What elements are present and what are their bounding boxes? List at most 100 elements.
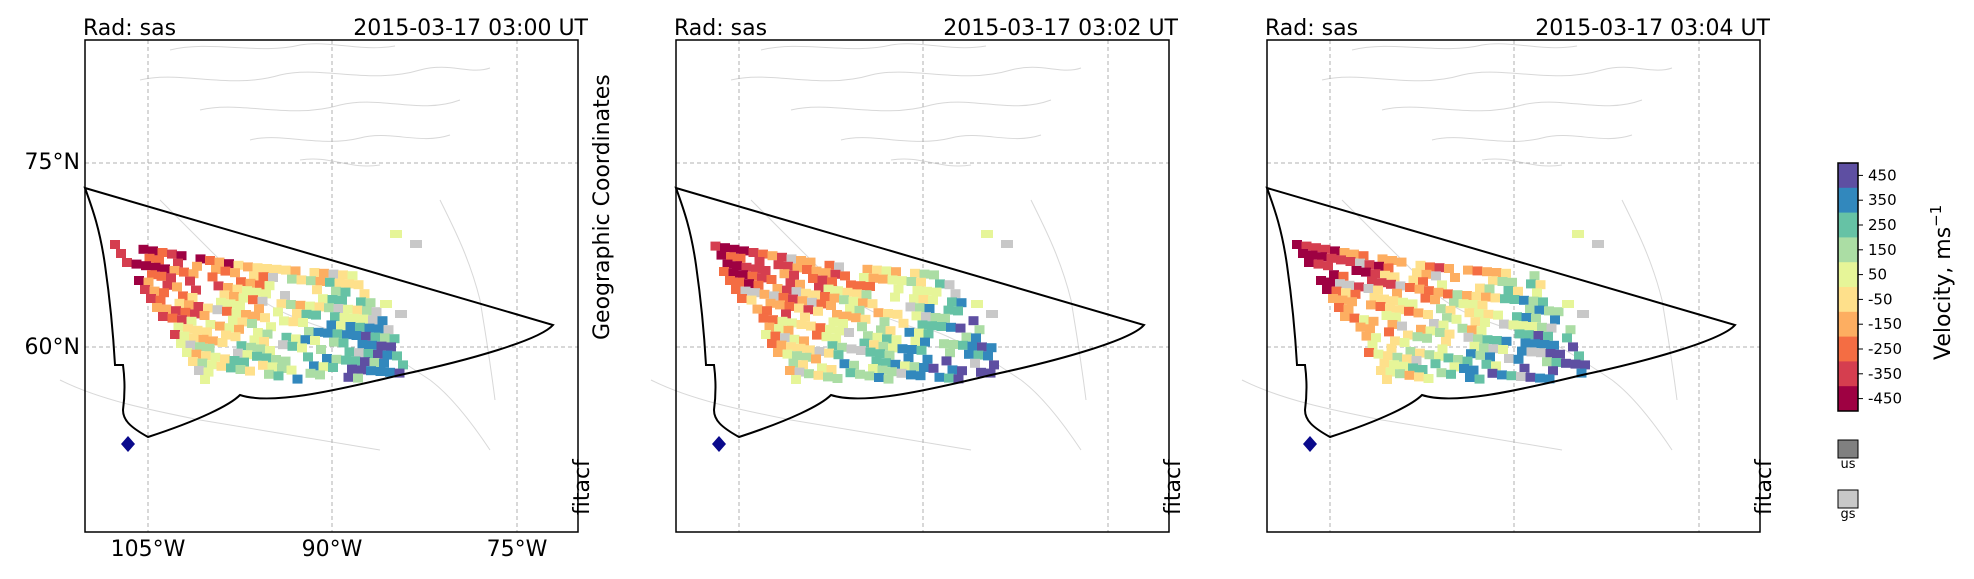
velocity-cell <box>273 307 283 317</box>
velocity-cell <box>1425 262 1435 272</box>
velocity-cell <box>977 342 987 352</box>
velocity-cell <box>315 370 325 380</box>
velocity-cell <box>1451 314 1462 324</box>
velocity-cell <box>767 339 777 348</box>
velocity-cell <box>1550 315 1560 325</box>
velocity-cell <box>848 296 859 306</box>
velocity-cell <box>915 303 925 313</box>
velocity-cell <box>754 257 765 266</box>
velocity-cell <box>833 286 843 296</box>
velocity-cell <box>1463 332 1474 342</box>
velocity-cell <box>923 329 934 339</box>
fitacf-label-1: fitacf <box>570 458 595 515</box>
velocity-cell <box>1526 279 1536 289</box>
velocity-cell <box>230 332 241 342</box>
velocity-cell <box>1311 243 1321 253</box>
colorbar-tick-label: 150 <box>1868 241 1897 259</box>
velocity-cell <box>194 366 204 375</box>
velocity-cell <box>806 321 816 331</box>
velocity-cell <box>1526 347 1537 357</box>
velocity-cell <box>820 292 830 301</box>
velocity-cell <box>122 258 132 267</box>
velocity-cell <box>173 322 184 332</box>
velocity-cell <box>918 295 929 304</box>
velocity-cell <box>1545 349 1556 358</box>
colorbar-tick-label: -350 <box>1868 365 1902 383</box>
velocity-cell <box>751 264 761 274</box>
velocity-cell <box>1405 283 1415 292</box>
velocity-cell <box>147 270 157 280</box>
velocity-cell <box>1325 277 1336 287</box>
velocity-cell <box>185 276 195 286</box>
velocity-cell <box>1519 363 1530 373</box>
velocity-cell <box>893 284 904 294</box>
velocity-cell <box>782 349 793 359</box>
velocity-cell <box>1364 260 1375 270</box>
velocity-cell <box>305 368 316 378</box>
velocity-cell <box>354 348 364 358</box>
velocity-cell <box>154 255 164 265</box>
velocity-cell <box>261 289 271 299</box>
velocity-cell <box>342 330 352 340</box>
velocity-cell <box>1307 250 1318 260</box>
velocity-cell <box>1463 265 1473 275</box>
velocity-cell <box>816 299 827 309</box>
velocity-cell <box>921 312 931 322</box>
velocity-cell <box>974 325 985 335</box>
velocity-cell <box>338 338 349 348</box>
velocity-cell <box>200 375 210 384</box>
us-swatch <box>1837 439 1859 459</box>
velocity-cell <box>178 291 188 301</box>
velocity-cell <box>343 304 353 314</box>
velocity-cell <box>234 324 244 334</box>
velocity-cell <box>331 354 342 364</box>
velocity-cell <box>287 341 298 351</box>
velocity-cell <box>382 350 393 360</box>
velocity-cell <box>195 342 205 352</box>
velocity-cell <box>710 241 721 251</box>
velocity-cell <box>900 361 910 371</box>
velocity-cell <box>891 335 902 345</box>
velocity-cell <box>828 317 839 327</box>
velocity-cell <box>134 276 144 285</box>
velocity-cell <box>1431 271 1441 281</box>
velocity-cell <box>1533 331 1544 340</box>
velocity-cell <box>876 325 886 335</box>
velocity-cell <box>1555 349 1565 359</box>
velocity-cell <box>1534 305 1545 315</box>
velocity-cell <box>1391 312 1401 322</box>
velocity-cell <box>874 373 884 382</box>
colorbar-segment <box>1838 386 1858 412</box>
velocity-cell <box>775 300 785 310</box>
velocity-cell <box>356 365 367 375</box>
velocity-cell <box>772 284 783 293</box>
velocity-cell <box>1417 365 1428 374</box>
velocity-cell <box>792 263 803 273</box>
velocity-cell <box>950 289 961 299</box>
velocity-cell <box>176 339 186 348</box>
velocity-cell <box>229 292 239 301</box>
velocity-cell <box>910 336 921 346</box>
velocity-cell <box>1565 325 1576 335</box>
velocity-cell <box>760 266 771 275</box>
velocity-cell <box>273 371 284 381</box>
velocity-cell <box>726 252 736 262</box>
velocity-cell <box>1525 304 1535 314</box>
velocity-cell <box>878 274 888 284</box>
velocity-cell <box>383 325 394 335</box>
velocity-cell <box>1389 272 1400 282</box>
velocity-cell <box>361 331 371 341</box>
velocity-cell <box>1408 275 1419 285</box>
velocity-cell <box>1429 319 1439 328</box>
velocity-cell <box>380 300 392 308</box>
velocity-cell <box>1443 289 1453 299</box>
velocity-cell <box>1576 368 1587 378</box>
velocity-cell <box>205 256 215 265</box>
velocity-cell <box>167 249 177 259</box>
gs-label: gs <box>1840 507 1855 522</box>
velocity-cell <box>1468 365 1479 375</box>
velocity-cell <box>731 285 741 294</box>
velocity-cell <box>1404 306 1414 316</box>
velocity-cell <box>842 287 853 297</box>
velocity-cell <box>1361 267 1371 277</box>
